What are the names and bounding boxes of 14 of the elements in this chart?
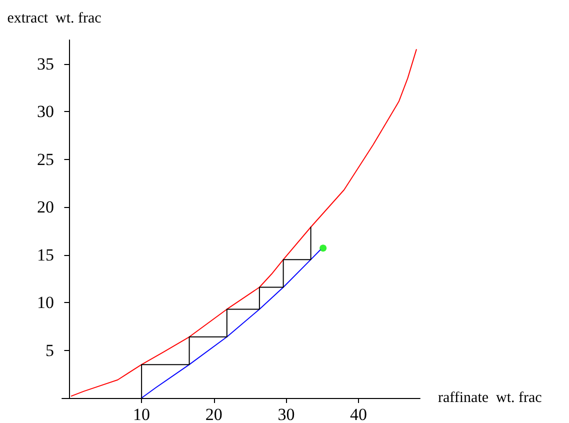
x-tick-label: 10 bbox=[133, 405, 150, 423]
x-tick-label: 30 bbox=[278, 405, 295, 423]
x-axis-title: raffinate wt. frac bbox=[438, 390, 542, 406]
y-tick-label: 15 bbox=[37, 245, 54, 264]
y-tick-label: 5 bbox=[46, 340, 54, 360]
y-axis-title: extract wt. frac bbox=[7, 10, 102, 26]
y-tick-label: 10 bbox=[37, 293, 54, 312]
x-tick-label: 20 bbox=[205, 405, 222, 423]
y-tick-label: 20 bbox=[37, 198, 54, 217]
y-tick-label: 30 bbox=[37, 102, 54, 122]
x-tick-label: 40 bbox=[350, 405, 368, 423]
y-tick-label: 35 bbox=[37, 54, 54, 74]
y-tick-label: 25 bbox=[37, 150, 54, 169]
line-series bbox=[70, 49, 417, 397]
